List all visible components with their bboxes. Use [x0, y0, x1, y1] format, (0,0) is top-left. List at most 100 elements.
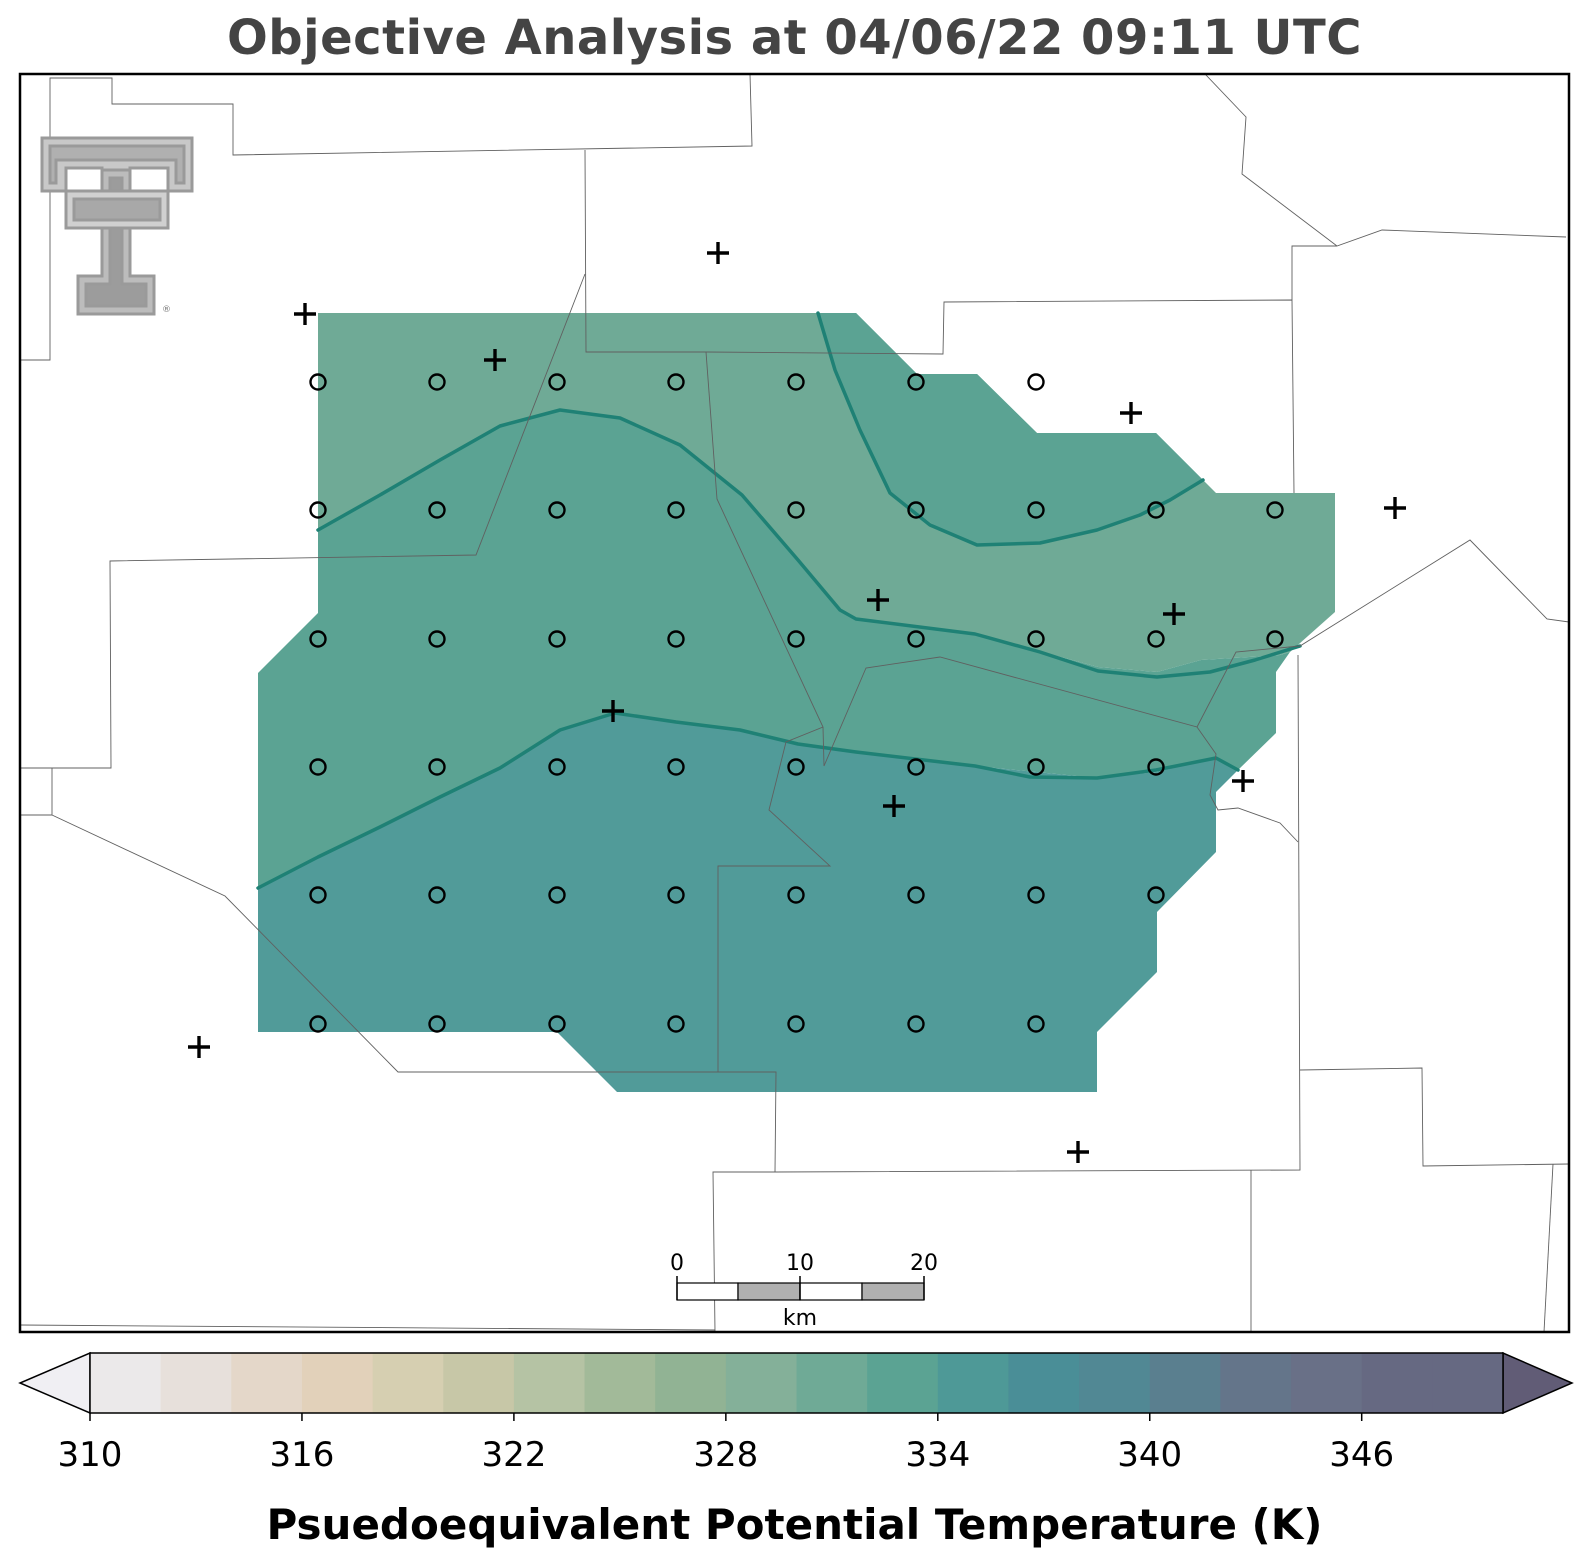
contour-line-south	[256, 711, 1240, 890]
grid-point-marker	[667, 373, 685, 391]
colorbar-segment	[1432, 1353, 1504, 1413]
colorbar-segment	[1291, 1353, 1363, 1413]
colorbar-segment	[513, 1353, 586, 1413]
county-border	[712, 1171, 775, 1332]
grid-point-marker	[1147, 501, 1165, 519]
county-border	[822, 656, 1299, 843]
grid-point-marker	[428, 1015, 446, 1033]
grid-point-marker	[309, 630, 327, 648]
grid-point-marker	[309, 1015, 327, 1033]
grid-points	[309, 373, 1284, 1033]
colorbar-segment	[1361, 1353, 1433, 1413]
county-border	[51, 768, 718, 1073]
grid-point-marker	[907, 501, 925, 519]
county-borders	[20, 74, 1569, 1332]
grid-point-marker	[428, 501, 446, 519]
station-marker	[294, 303, 316, 325]
contour-line-north	[316, 408, 1302, 679]
grid-point-marker	[787, 758, 805, 776]
grid-point-marker	[1027, 758, 1045, 776]
colorbar-segment	[1008, 1353, 1080, 1413]
grid-point-marker	[907, 373, 925, 391]
station-marker	[1067, 1141, 1089, 1163]
contour-fill	[258, 313, 1335, 1092]
colorbar-frame	[89, 1352, 1504, 1414]
contour-lines	[256, 311, 1302, 890]
county-border	[20, 273, 586, 769]
station-marker	[1163, 603, 1185, 625]
colorbar-tick-label: 334	[905, 1435, 970, 1475]
grid-point-marker	[548, 1015, 566, 1033]
scale-unit: km	[783, 1306, 817, 1331]
colorbar-tick-label: 316	[269, 1435, 334, 1475]
grid-point-marker	[548, 373, 566, 391]
scale-label-20: 20	[910, 1251, 938, 1276]
scale-bar-segment	[737, 1282, 801, 1301]
county-border	[20, 1324, 716, 1331]
station-marker	[867, 589, 889, 611]
grid-point-marker	[548, 886, 566, 904]
grid-point-marker	[667, 886, 685, 904]
grid-point-marker	[548, 758, 566, 776]
contour-region-334-336	[258, 713, 1238, 1092]
map-title: Objective Analysis at 04/06/22 09:11 UTC	[227, 10, 1362, 66]
grid-point-marker	[1147, 886, 1165, 904]
grid-point-marker	[667, 501, 685, 519]
map-frame	[18, 72, 1571, 1334]
county-border	[705, 351, 1301, 1173]
county-border	[1291, 245, 1337, 300]
colorbar-segment	[1079, 1353, 1151, 1413]
grid-point-marker	[1027, 501, 1045, 519]
station-markers	[188, 242, 1406, 1163]
scale-label-10: 10	[786, 1251, 814, 1276]
grid-point-marker	[787, 373, 805, 391]
grid-point-marker	[787, 886, 805, 904]
logo-mid-bar-inner	[72, 197, 162, 222]
county-border	[20, 74, 753, 361]
grid-point-marker	[428, 630, 446, 648]
county-border	[1543, 1163, 1554, 1332]
station-marker	[1232, 770, 1254, 792]
colorbar-segment	[725, 1353, 797, 1413]
colorbar-segment	[867, 1353, 939, 1413]
grid-point-marker	[667, 630, 685, 648]
logo-top-bar-inner	[48, 144, 186, 185]
scale-bar-segment	[676, 1282, 739, 1301]
grid-point-marker	[548, 630, 566, 648]
colorbar-segment	[372, 1353, 444, 1413]
grid-point-marker	[787, 501, 805, 519]
station-marker	[188, 1036, 210, 1058]
colorbar-segment	[796, 1353, 868, 1413]
scale-label-0: 0	[670, 1251, 684, 1276]
station-marker	[602, 700, 624, 722]
grid-point-marker	[309, 758, 327, 776]
colorbar-tick-label: 310	[58, 1435, 123, 1475]
grid-point-marker	[907, 886, 925, 904]
colorbar-tick-label: 328	[693, 1435, 758, 1475]
county-border	[1204, 74, 1567, 247]
station-marker	[1384, 497, 1406, 519]
grid-point-marker	[1147, 630, 1165, 648]
colorbar-segment	[160, 1353, 232, 1413]
grid-point-marker	[309, 501, 327, 519]
colorbar-segment	[443, 1353, 515, 1413]
colorbar-tick-label: 340	[1117, 1435, 1182, 1475]
contour-region-330-332	[318, 313, 1335, 672]
map-panel: ® 0 10 20 km	[20, 74, 1569, 1332]
grid-point-marker	[309, 886, 327, 904]
station-marker	[883, 795, 905, 817]
colorbar-segment	[231, 1353, 303, 1413]
grid-point-marker	[428, 758, 446, 776]
grid-point-marker	[1027, 630, 1045, 648]
colorbar-tick-label: 322	[481, 1435, 546, 1475]
scale-bar-segment	[799, 1282, 863, 1301]
colorbar: 310 316 322 328 334 340 346	[18, 1351, 1574, 1475]
colorbar-segment	[1149, 1353, 1221, 1413]
contour-line-northeast	[816, 311, 1205, 547]
grid-point-marker	[309, 373, 327, 391]
colorbar-segment	[90, 1353, 162, 1413]
grid-point-marker	[907, 630, 925, 648]
grid-point-marker	[667, 1015, 685, 1033]
contour-region-332-334	[258, 410, 1290, 888]
